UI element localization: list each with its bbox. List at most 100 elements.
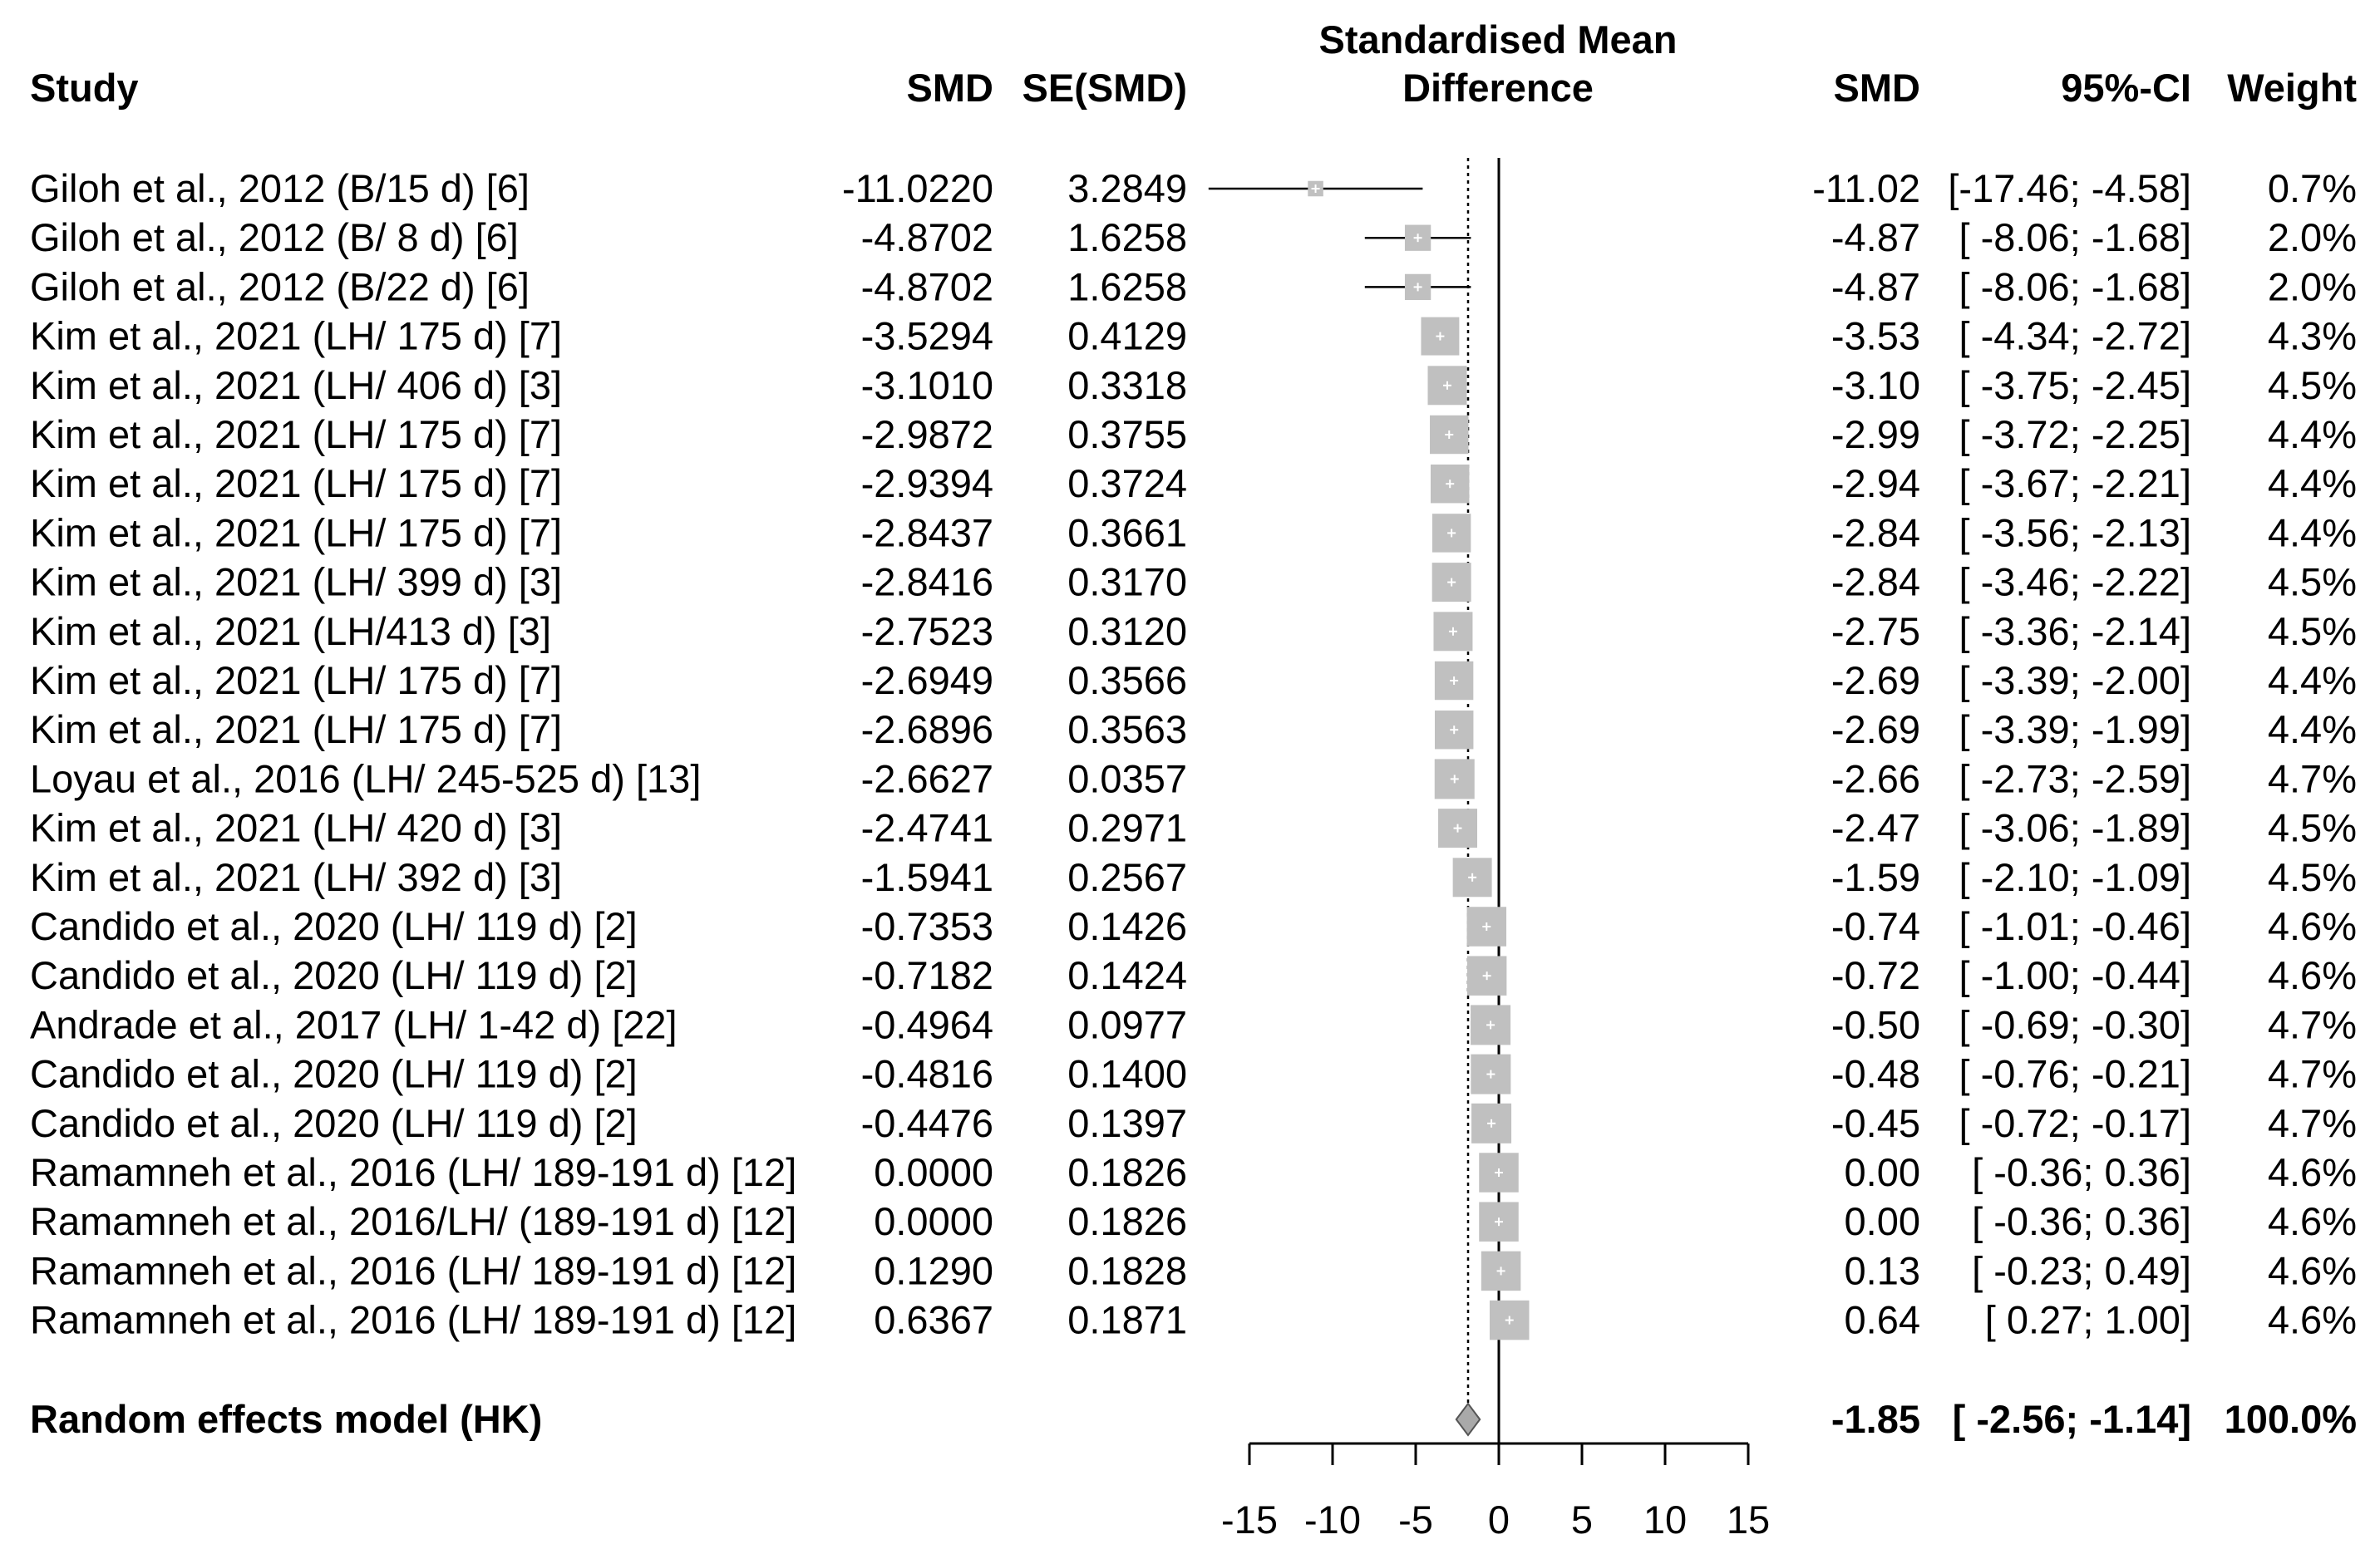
study-se: 0.3755 — [1067, 412, 1187, 456]
study-smd-raw: 0.0000 — [874, 1150, 993, 1194]
study-smd: 0.00 — [1845, 1199, 1920, 1243]
study-smd: -4.87 — [1831, 264, 1920, 308]
study-ci: [ -3.75; -2.45] — [1959, 363, 2191, 407]
header-se: SE(SMD) — [1022, 66, 1187, 110]
study-label: Kim et al., 2021 (LH/ 175 d) [7] — [30, 412, 562, 456]
study-se: 0.1424 — [1067, 953, 1187, 997]
x-tick-label: -15 — [1221, 1498, 1278, 1542]
study-ci: [ -3.72; -2.25] — [1959, 412, 2191, 456]
study-se: 0.2567 — [1067, 855, 1187, 899]
study-label: Kim et al., 2021 (LH/ 406 d) [3] — [30, 363, 562, 407]
study-smd-raw: 0.1290 — [874, 1248, 993, 1292]
study-smd: -3.53 — [1831, 314, 1920, 358]
study-smd-raw: -11.0220 — [842, 166, 993, 210]
study-ci: [ -4.34; -2.72] — [1959, 314, 2191, 358]
study-ci: [ -0.69; -0.30] — [1959, 1002, 2191, 1046]
study-se: 0.0977 — [1067, 1002, 1187, 1046]
study-smd: -2.47 — [1831, 806, 1920, 850]
study-ci: [ -8.06; -1.68] — [1959, 215, 2191, 259]
study-weight: 4.6% — [2268, 904, 2357, 948]
study-ci: [ 0.27; 1.00] — [1985, 1298, 2191, 1342]
study-smd-raw: -2.6949 — [861, 658, 993, 702]
study-smd: 0.00 — [1845, 1150, 1920, 1194]
study-weight: 4.5% — [2268, 609, 2357, 653]
study-label: Giloh et al., 2012 (B/22 d) [6] — [30, 264, 530, 308]
study-se: 0.3724 — [1067, 461, 1187, 505]
study-smd: -2.69 — [1831, 658, 1920, 702]
study-label: Ramamneh et al., 2016 (LH/ 189-191 d) [1… — [30, 1298, 796, 1342]
study-label: Ramamneh et al., 2016 (LH/ 189-191 d) [1… — [30, 1150, 796, 1194]
study-ci: [ -2.73; -2.59] — [1959, 756, 2191, 800]
study-smd: -0.50 — [1831, 1002, 1920, 1046]
header-smd-left: SMD — [907, 66, 993, 110]
study-ci: [ -3.39; -2.00] — [1959, 658, 2191, 702]
header-study: Study — [30, 66, 139, 110]
study-smd: 0.64 — [1845, 1298, 1920, 1342]
study-smd-raw: -0.4816 — [861, 1052, 993, 1096]
study-weight: 4.6% — [2268, 1199, 2357, 1243]
study-label: Kim et al., 2021 (LH/ 399 d) [3] — [30, 560, 562, 604]
study-smd: -11.02 — [1812, 166, 1920, 210]
study-se: 0.3661 — [1067, 510, 1187, 554]
header-ci: 95%-CI — [2061, 66, 2191, 110]
study-se: 0.3566 — [1067, 658, 1187, 702]
study-se: 1.6258 — [1067, 264, 1187, 308]
study-weight: 4.4% — [2268, 461, 2357, 505]
study-label: Kim et al., 2021 (LH/ 175 d) [7] — [30, 314, 562, 358]
study-smd-raw: -0.4476 — [861, 1101, 993, 1145]
study-weight: 4.4% — [2268, 707, 2357, 751]
study-weight: 4.6% — [2268, 953, 2357, 997]
study-se: 0.1871 — [1067, 1298, 1187, 1342]
study-label: Ramamneh et al., 2016 (LH/ 189-191 d) [1… — [30, 1248, 796, 1292]
study-ci: [ -3.56; -2.13] — [1959, 510, 2191, 554]
study-se: 0.3120 — [1067, 609, 1187, 653]
study-smd-raw: -2.4741 — [861, 806, 993, 850]
pooled-label: Random effects model (HK) — [30, 1397, 542, 1441]
x-tick-label: 10 — [1643, 1498, 1687, 1542]
header-smd-right: SMD — [1834, 66, 1920, 110]
study-smd-raw: -2.8437 — [861, 510, 993, 554]
study-weight: 4.6% — [2268, 1298, 2357, 1342]
study-smd: -2.66 — [1831, 756, 1920, 800]
study-se: 0.1426 — [1067, 904, 1187, 948]
study-smd-raw: 0.0000 — [874, 1199, 993, 1243]
header-plot-title-line2: Difference — [1402, 66, 1594, 110]
study-smd-raw: -3.5294 — [861, 314, 993, 358]
study-ci: [ -1.01; -0.46] — [1959, 904, 2191, 948]
study-ci: [ -1.00; -0.44] — [1959, 953, 2191, 997]
study-ci: [ -3.39; -1.99] — [1959, 707, 2191, 751]
study-smd: -0.72 — [1831, 953, 1920, 997]
study-smd: -2.99 — [1831, 412, 1920, 456]
study-label: Kim et al., 2021 (LH/ 175 d) [7] — [30, 658, 562, 702]
study-smd-raw: -2.9394 — [861, 461, 993, 505]
study-ci: [ -3.67; -2.21] — [1959, 461, 2191, 505]
study-se: 0.0357 — [1067, 756, 1187, 800]
study-smd-raw: -2.6896 — [861, 707, 993, 751]
column-headers: Study SMD SE(SMD) Standardised Mean Diff… — [30, 17, 2357, 110]
study-se: 0.1828 — [1067, 1248, 1187, 1292]
study-se: 0.3170 — [1067, 560, 1187, 604]
study-smd: -2.84 — [1831, 510, 1920, 554]
study-weight: 4.6% — [2268, 1248, 2357, 1292]
study-ci: [ -0.72; -0.17] — [1959, 1101, 2191, 1145]
study-smd-raw: 0.6367 — [874, 1298, 993, 1342]
header-plot-title-line1: Standardised Mean — [1319, 17, 1678, 61]
study-label: Candido et al., 2020 (LH/ 119 d) [2] — [30, 904, 638, 948]
study-smd: -0.45 — [1831, 1101, 1920, 1145]
study-ci: [ -2.10; -1.09] — [1959, 855, 2191, 899]
study-weight: 4.7% — [2268, 1101, 2357, 1145]
study-smd-raw: -0.7353 — [861, 904, 993, 948]
study-weight: 4.4% — [2268, 658, 2357, 702]
pooled-ci: [ -2.56; -1.14] — [1953, 1397, 2191, 1441]
study-smd-raw: -3.1010 — [861, 363, 993, 407]
study-label: Kim et al., 2021 (LH/ 175 d) [7] — [30, 707, 562, 751]
study-ci: [ -3.36; -2.14] — [1959, 609, 2191, 653]
study-se: 0.1400 — [1067, 1052, 1187, 1096]
study-ci: [ -3.06; -1.89] — [1959, 806, 2191, 850]
study-smd: -3.10 — [1831, 363, 1920, 407]
study-weight: 4.7% — [2268, 1002, 2357, 1046]
study-weight: 2.0% — [2268, 264, 2357, 308]
study-ci: [ -0.23; 0.49] — [1972, 1248, 2191, 1292]
pooled-diamond — [1455, 1402, 1481, 1437]
